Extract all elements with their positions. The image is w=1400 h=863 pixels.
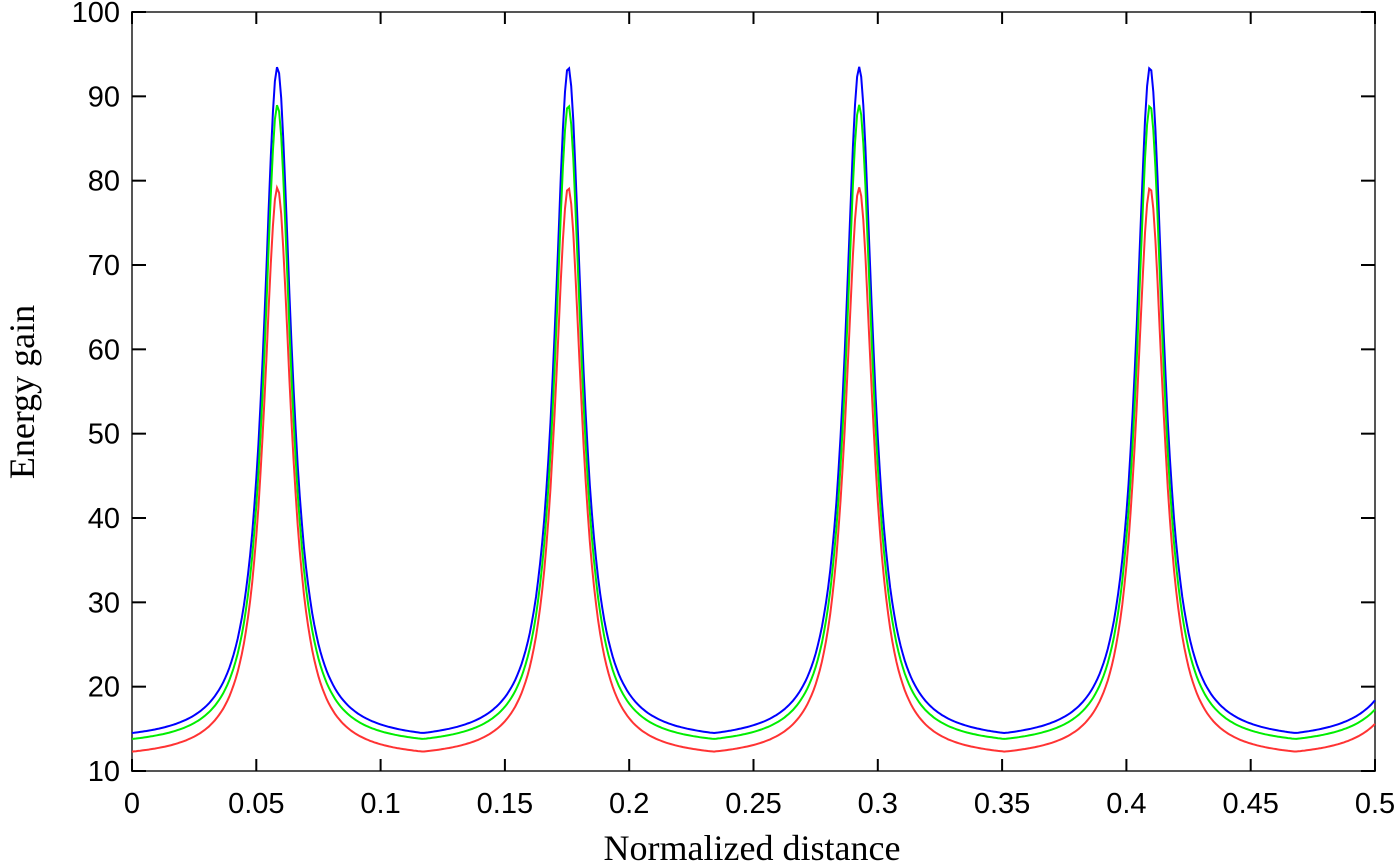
series-blue-line: [131, 66, 1376, 735]
series-green-line: [131, 104, 1376, 740]
x-axis-ticks: 0 0.05 0.1 0.15 0.2 0.25 0.3 0.35 0.4 0.45 0.5: [124, 12, 1395, 820]
y-tick-label: 60: [88, 334, 120, 366]
y-tick-label: 40: [88, 503, 120, 535]
x-tick-label: 0.45: [1222, 788, 1278, 820]
x-tick-label: 0.5: [1355, 788, 1395, 820]
x-tick-label: 0.1: [360, 788, 400, 820]
x-axis-label: Normalized distance: [604, 828, 901, 863]
y-tick-label: 70: [88, 250, 120, 282]
x-tick-label: 0.15: [477, 788, 533, 820]
data-series: [131, 66, 1376, 753]
series-red-line: [131, 184, 1376, 753]
y-tick-label: 10: [88, 756, 120, 788]
y-tick-label: 20: [88, 672, 120, 704]
x-tick-label: 0.25: [725, 788, 781, 820]
x-tick-label: 0.3: [858, 788, 898, 820]
y-tick-label: 50: [88, 419, 120, 451]
y-tick-label: 80: [88, 166, 120, 198]
y-axis-ticks: 10 20 30 40 50 60 70 80 90 100: [72, 0, 1375, 788]
x-tick-label: 0.05: [228, 788, 284, 820]
y-axis-label: Energy gain: [2, 305, 42, 479]
y-tick-label: 90: [88, 81, 120, 113]
y-tick-label: 100: [72, 0, 120, 29]
x-tick-label: 0: [124, 788, 140, 820]
y-tick-label: 30: [88, 587, 120, 619]
x-tick-label: 0.35: [974, 788, 1030, 820]
x-tick-label: 0.2: [609, 788, 649, 820]
x-tick-label: 0.4: [1106, 788, 1146, 820]
